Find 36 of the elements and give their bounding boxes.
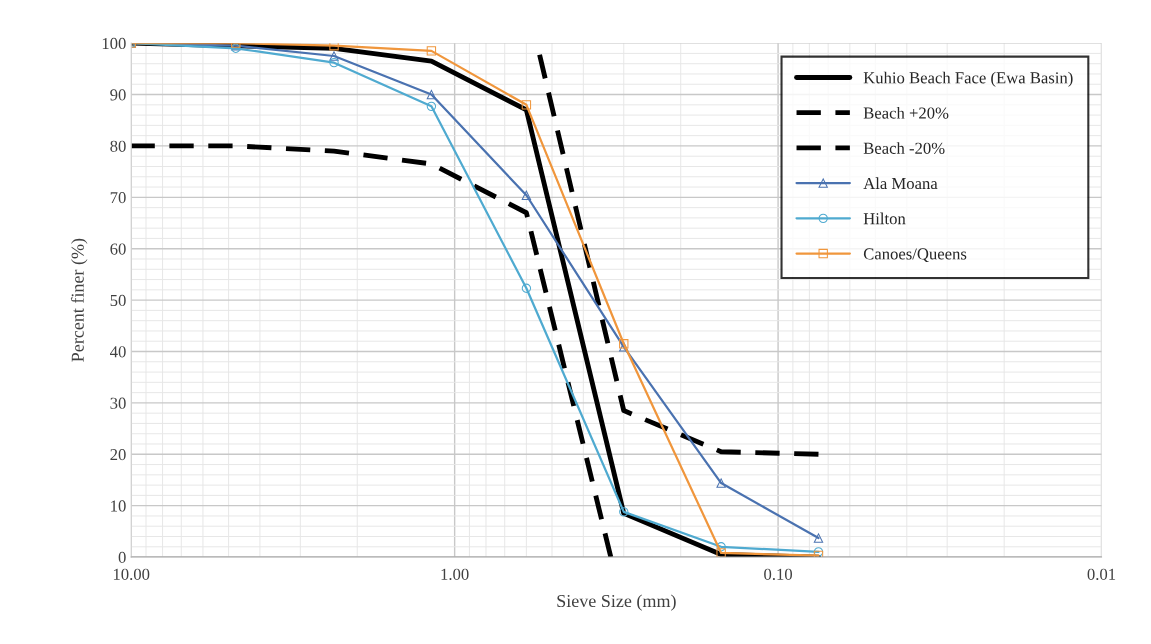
point [521,283,532,293]
y-tick-label: 90 [110,89,126,101]
point [426,101,437,112]
x-tick-label: 0.01 [1087,568,1116,580]
point [426,89,437,100]
point [329,51,339,61]
point [521,100,532,110]
y-tick-label: 60 [110,243,126,255]
point [716,478,726,488]
point [716,542,726,552]
y-tick-label: 10 [111,500,126,512]
legend-label: Beach +20% [863,106,949,119]
y-tick-label: 80 [110,140,126,152]
point [329,43,339,51]
legend-label: Hilton [863,212,906,225]
legend-label: Canoes/Queens [863,248,967,263]
x-axis-title: Sieve Size (mm) [557,594,676,611]
point [619,507,629,517]
y-tick-label: 70 [110,192,126,204]
x-tick-label: 10.00 [113,568,150,580]
point [329,57,339,68]
y-tick-label: 50 [110,294,126,307]
legend-label: Beach -20% [863,142,945,154]
x-tick-label: 0.10 [764,568,793,580]
x-tick-label: 1.00 [441,568,469,580]
y-tick-label: 40 [110,346,126,358]
y-tick-label: 100 [102,37,126,50]
point [426,46,437,56]
y-tick-label: 30 [110,397,126,409]
y-tick-label: 0 [118,551,126,564]
y-axis-title: Percent finer (%) [70,238,88,362]
point [521,190,532,200]
y-tick-label: 20 [110,448,126,461]
point [813,533,824,543]
legend-label: Kuhio Beach Face (Ewa Basin) [863,71,1073,87]
legend-label: Ala Moana [863,177,938,190]
